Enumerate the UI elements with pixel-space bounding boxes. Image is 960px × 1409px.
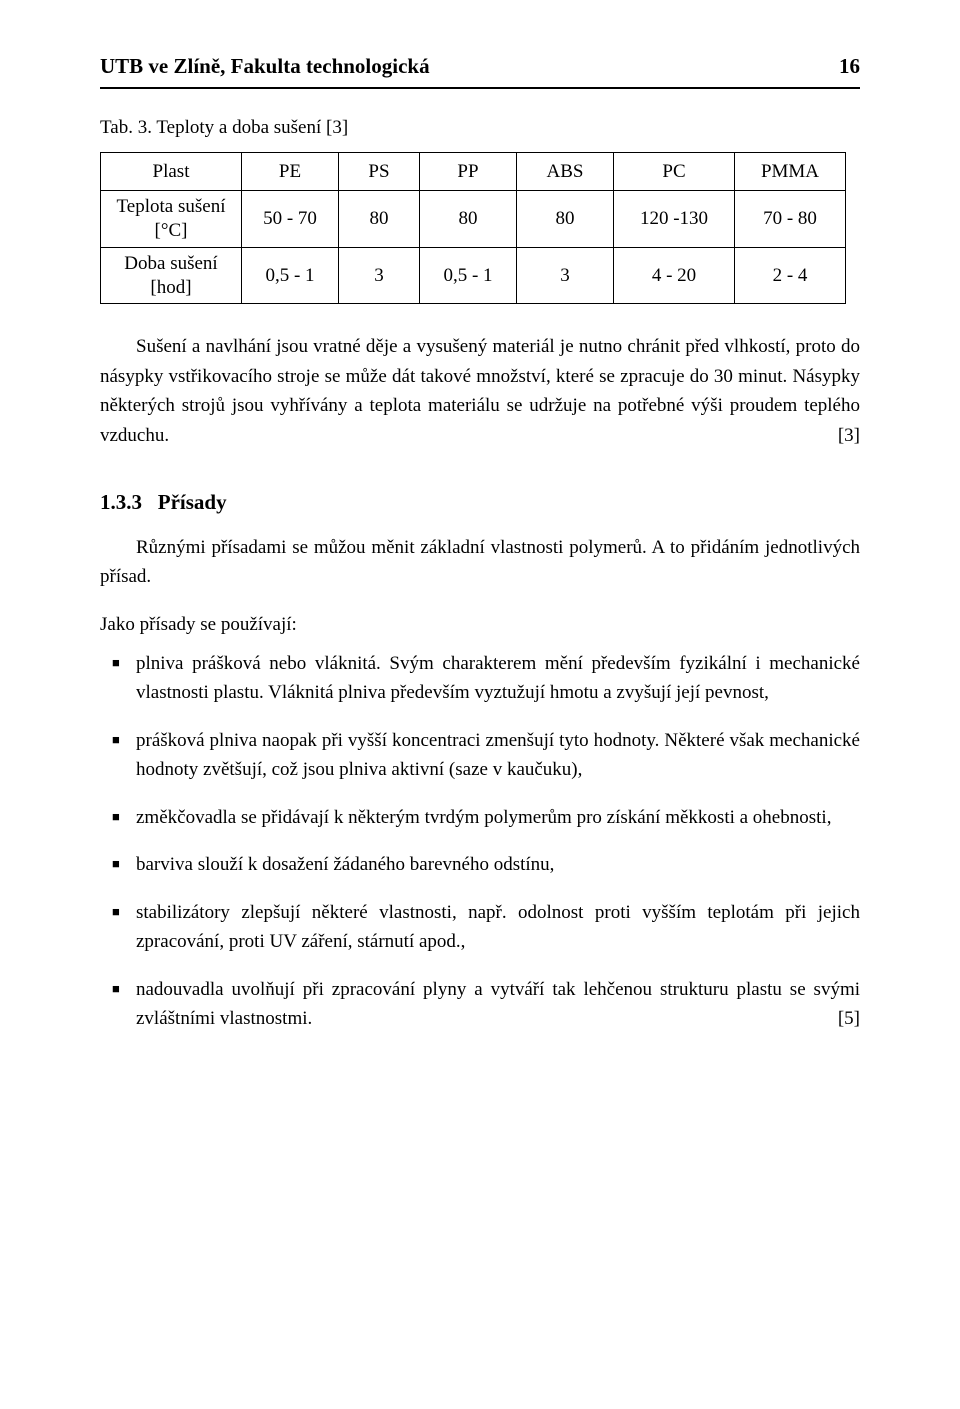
section-number: 1.3.3: [100, 490, 142, 514]
row-label-line2: [hod]: [150, 277, 191, 298]
list-item: prášková plniva naopak při vyšší koncent…: [100, 726, 860, 785]
paragraph-1-ref: [3]: [802, 421, 860, 450]
table-row: Doba sušení [hod] 0,5 - 1 3 0,5 - 1 3 4 …: [101, 247, 846, 304]
row-label-line1: Teplota sušení: [117, 196, 226, 217]
list-item-text: nadouvadla uvolňují při zpracování plyny…: [136, 979, 860, 1029]
col-PMMA: PMMA: [735, 152, 846, 190]
cell: 3: [517, 247, 614, 304]
list-item-ref: [5]: [838, 1004, 860, 1033]
drying-table: Plast PE PS PP ABS PC PMMA Teplota sušen…: [100, 152, 846, 304]
additives-list: plniva prášková nebo vláknitá. Svým char…: [100, 649, 860, 1033]
cell: 0,5 - 1: [242, 247, 339, 304]
col-PS: PS: [339, 152, 420, 190]
table-corner: Plast: [101, 152, 242, 190]
paragraph-1-text: Sušení a navlhání jsou vratné děje a vys…: [100, 336, 860, 445]
row-label-line1: Doba sušení: [124, 253, 217, 274]
list-item: změkčovadla se přidávají k některým tvrd…: [100, 803, 860, 832]
paragraph-2: Různými přísadami se můžou měnit základn…: [100, 533, 860, 592]
list-item: stabilizátory zlepšují některé vlastnost…: [100, 898, 860, 957]
cell: 80: [517, 191, 614, 248]
row-label: Teplota sušení [°C]: [101, 191, 242, 248]
table-caption: Tab. 3. Teploty a doba sušení [3]: [100, 113, 860, 142]
header-left: UTB ve Zlíně, Fakulta technologická: [100, 50, 430, 83]
col-PP: PP: [420, 152, 517, 190]
table-row: Teplota sušení [°C] 50 - 70 80 80 80 120…: [101, 191, 846, 248]
cell: 120 -130: [614, 191, 735, 248]
row-label: Doba sušení [hod]: [101, 247, 242, 304]
row-label-line2: [°C]: [155, 220, 188, 241]
cell: 0,5 - 1: [420, 247, 517, 304]
cell: 3: [339, 247, 420, 304]
section-heading: 1.3.3 Přísady: [100, 486, 860, 519]
cell: 4 - 20: [614, 247, 735, 304]
page-header: UTB ve Zlíně, Fakulta technologická 16: [100, 50, 860, 89]
cell: 2 - 4: [735, 247, 846, 304]
table-header-row: Plast PE PS PP ABS PC PMMA: [101, 152, 846, 190]
paragraph-1: Sušení a navlhání jsou vratné děje a vys…: [100, 332, 860, 450]
col-PE: PE: [242, 152, 339, 190]
list-item: nadouvadla uvolňují při zpracování plyny…: [100, 975, 860, 1034]
cell: 80: [420, 191, 517, 248]
col-PC: PC: [614, 152, 735, 190]
cell: 50 - 70: [242, 191, 339, 248]
list-item: barviva slouží k dosažení žádaného barev…: [100, 850, 860, 879]
cell: 80: [339, 191, 420, 248]
list-item: plniva prášková nebo vláknitá. Svým char…: [100, 649, 860, 708]
col-ABS: ABS: [517, 152, 614, 190]
header-page-number: 16: [839, 50, 860, 83]
cell: 70 - 80: [735, 191, 846, 248]
section-title: Přísady: [158, 490, 227, 514]
list-intro: Jako přísady se používají:: [100, 610, 860, 639]
